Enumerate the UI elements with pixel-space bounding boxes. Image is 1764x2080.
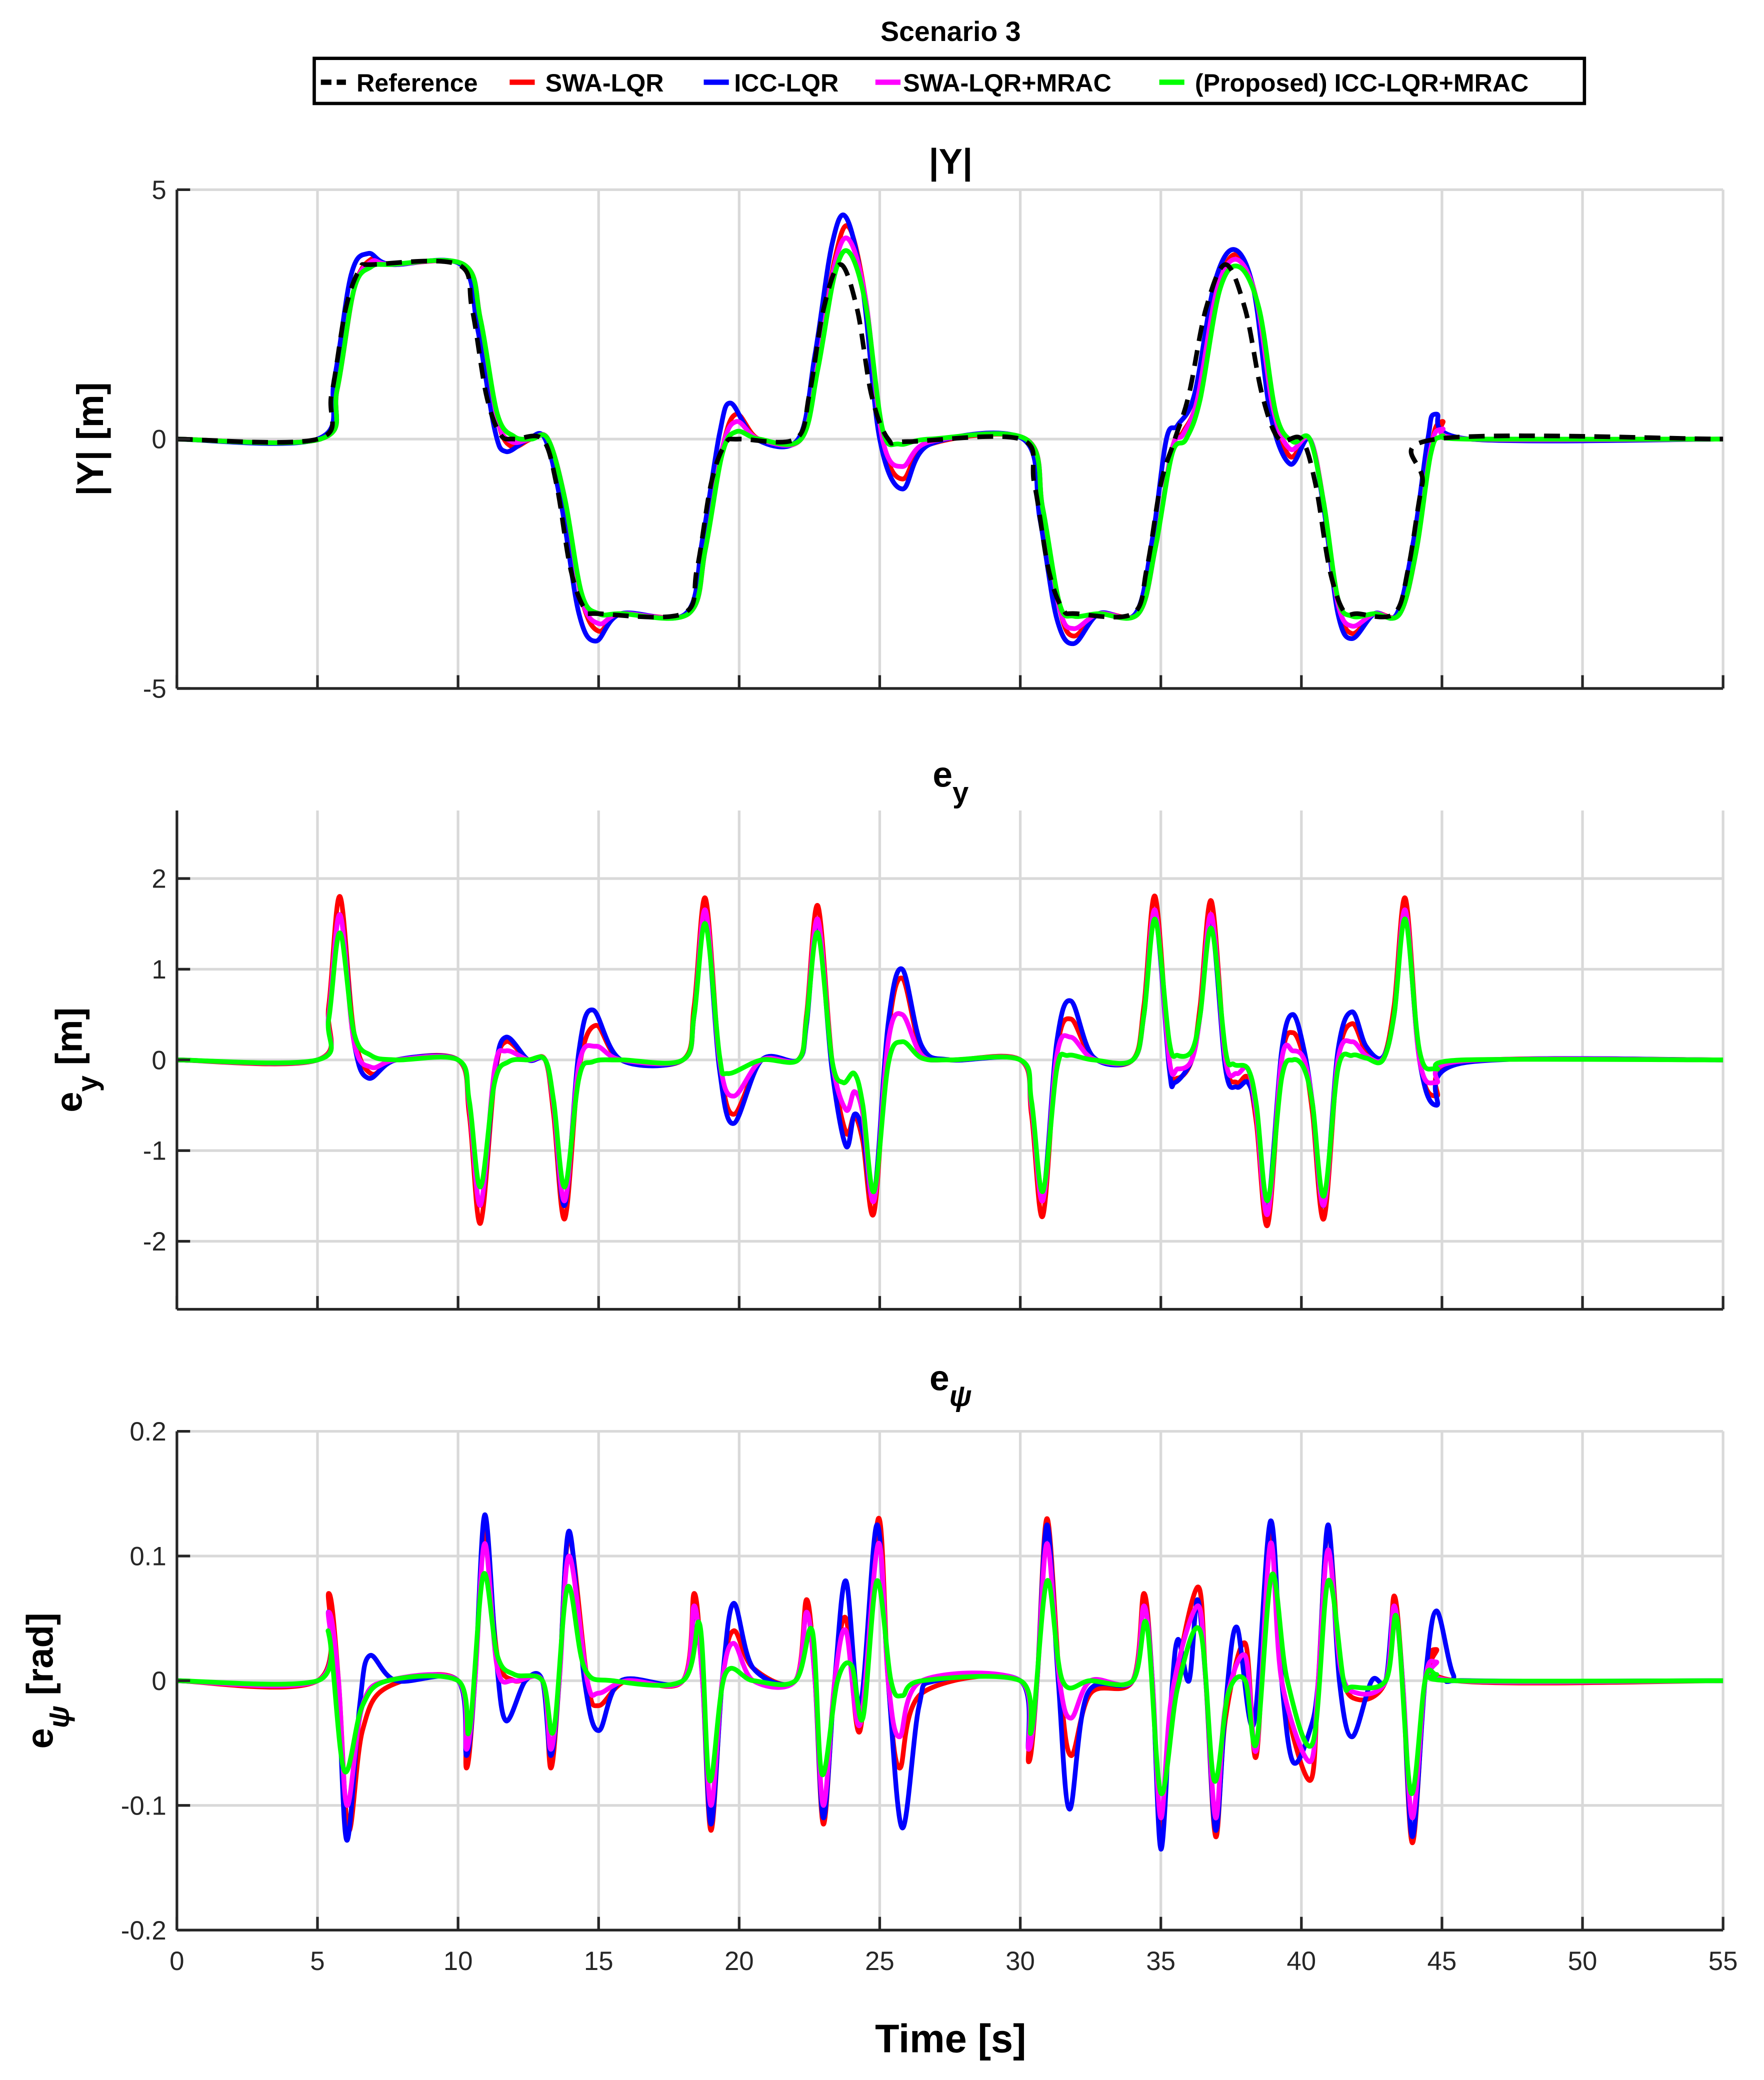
legend-item: ICC-LQR [704,68,838,97]
y-axis-label: |Y| [m] [70,382,112,496]
y-tick-label: -1 [143,1136,166,1166]
y-tick-label: 2 [152,864,166,894]
series-group [176,212,1724,646]
x-tick-label: 15 [584,1946,614,1976]
y-tick-label: 0.2 [130,1417,166,1446]
y-tick-label: -0.2 [121,1916,166,1946]
figure-title: Scenario 3 [880,16,1020,47]
x-tick-label: 0 [170,1946,184,1976]
y-tick-label: -0.1 [121,1791,166,1820]
legend-label: SWA-LQR+MRAC [903,68,1112,97]
legend-label: SWA-LQR [546,68,664,97]
subplot-title: eψ [930,1358,972,1412]
y-tick-label: 5 [152,176,166,205]
y-tick-label: 1 [152,955,166,984]
x-tick-label: 20 [724,1946,754,1976]
subplot-1: -5 0 5 |Y| |Y| [m] [70,142,1724,704]
y-tick-label: 0 [152,1666,166,1696]
x-tick-label: 5 [310,1946,324,1976]
series-line-proposed-icc-lqr-mrac [176,1570,1724,1796]
subplot-title: ey [932,754,969,809]
legend-item: SWA-LQR+MRAC [875,68,1112,97]
x-tick-label: 40 [1286,1946,1316,1976]
y-tick-label: -2 [143,1227,166,1256]
legend-item: Reference [320,68,478,97]
x-tick-label: 25 [865,1946,894,1976]
x-axis-label: Time [s] [875,2016,1026,2060]
subplot-title: |Y| [929,142,972,182]
y-tick-label: -5 [143,674,166,704]
y-axis-label: ey [m] [48,1008,104,1112]
series-line-proposed-icc-lqr-mrac [176,916,1724,1203]
legend-label: (Proposed) ICC-LQR+MRAC [1195,68,1528,97]
legend-item: (Proposed) ICC-LQR+MRAC [1159,68,1528,97]
y-tick-label: 0 [152,425,166,454]
x-tick-label: 35 [1146,1946,1176,1976]
legend-item: SWA-LQR [510,68,664,97]
x-tick-label: 30 [1006,1946,1035,1976]
y-tick-label: 0 [152,1046,166,1075]
subplot-2: -2 -1 0 1 2 ey ey [m] [48,754,1724,1311]
x-tick-label: 10 [444,1946,473,1976]
series-group [176,894,1724,1228]
x-tick-label: 45 [1428,1946,1457,1976]
legend-label: Reference [356,68,478,97]
subplot-3: -0.2 -0.1 0 0.1 0.2 0 5 10 15 20 25 30 35 40 45 50 55 eψ e… [20,1358,1738,1976]
legend-label: ICC-LQR [734,68,838,97]
x-tick-label: 55 [1708,1946,1738,1976]
series-line-proposed-icc-lqr-mrac [176,248,1724,621]
series-group [176,1512,1724,1852]
y-tick-label: 0.1 [130,1542,166,1572]
x-tick-label: 50 [1568,1946,1598,1976]
series-line-reference [176,258,1724,620]
y-axis-label: eψ [rad] [20,1612,76,1748]
legend: Reference SWA-LQR ICC-LQR SWA-LQR+MRAC (Prop… [312,56,1586,106]
